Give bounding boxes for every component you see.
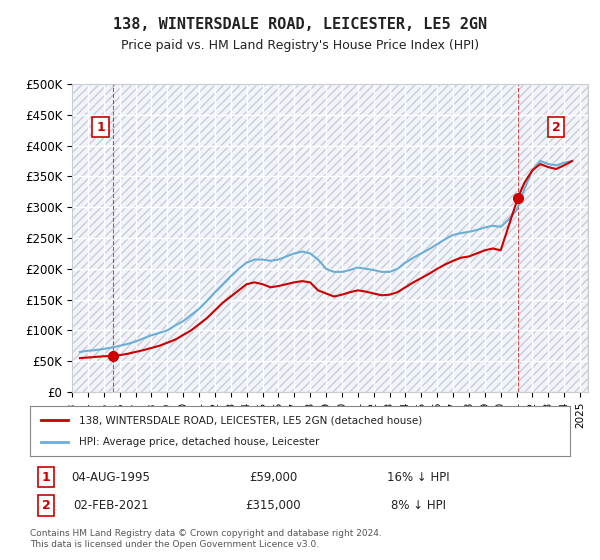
Text: 2: 2 (42, 499, 50, 512)
Text: 1: 1 (96, 120, 105, 134)
Text: HPI: Average price, detached house, Leicester: HPI: Average price, detached house, Leic… (79, 437, 319, 447)
Text: Contains HM Land Registry data © Crown copyright and database right 2024.
This d: Contains HM Land Registry data © Crown c… (30, 529, 382, 549)
Text: 04-AUG-1995: 04-AUG-1995 (71, 471, 151, 484)
Text: 1: 1 (42, 471, 50, 484)
Text: 16% ↓ HPI: 16% ↓ HPI (388, 471, 450, 484)
Text: 02-FEB-2021: 02-FEB-2021 (73, 499, 149, 512)
Bar (72, 84, 588, 392)
Text: £315,000: £315,000 (245, 499, 301, 512)
Text: Price paid vs. HM Land Registry's House Price Index (HPI): Price paid vs. HM Land Registry's House … (121, 39, 479, 52)
Text: £59,000: £59,000 (249, 471, 297, 484)
Text: 2: 2 (552, 120, 560, 134)
Text: 138, WINTERSDALE ROAD, LEICESTER, LE5 2GN (detached house): 138, WINTERSDALE ROAD, LEICESTER, LE5 2G… (79, 415, 422, 425)
Text: 8% ↓ HPI: 8% ↓ HPI (391, 499, 446, 512)
Text: 138, WINTERSDALE ROAD, LEICESTER, LE5 2GN: 138, WINTERSDALE ROAD, LEICESTER, LE5 2G… (113, 17, 487, 32)
